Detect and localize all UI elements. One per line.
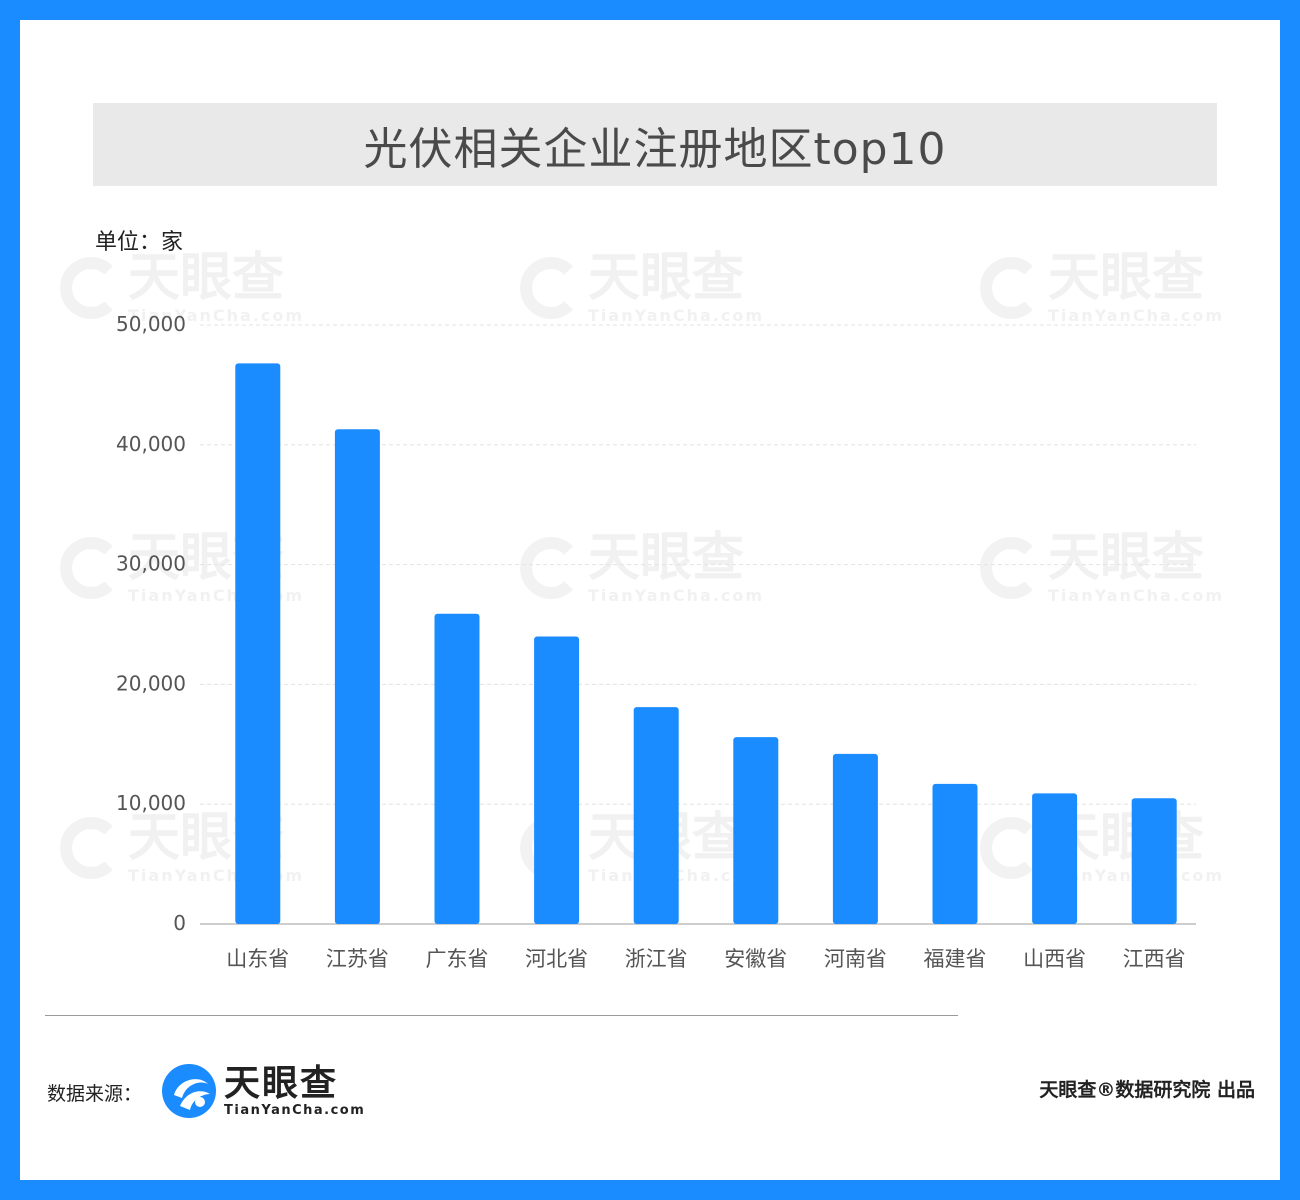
x-tick-label: 山西省	[1023, 947, 1086, 971]
x-tick-label: 福建省	[924, 947, 987, 971]
credit-text: 天眼查®数据研究院 出品	[1039, 1079, 1255, 1101]
source-label: 数据来源：	[47, 1083, 143, 1105]
x-tick-label: 江西省	[1123, 947, 1186, 971]
chart-title: 光伏相关企业注册地区top10	[363, 123, 947, 175]
bar	[235, 363, 281, 924]
x-tick-label: 广东省	[426, 947, 489, 971]
y-tick-label: 20,000	[116, 671, 186, 695]
unit-label: 单位：家	[95, 230, 184, 255]
y-tick-label: 50,000	[116, 312, 186, 336]
x-tick-label: 山东省	[226, 947, 289, 971]
bar	[1032, 793, 1078, 924]
logo-name: 天眼查	[224, 1062, 339, 1104]
x-tick-label: 安徽省	[724, 947, 787, 971]
bar	[932, 783, 978, 924]
x-tick-label: 河南省	[824, 947, 887, 971]
x-tick-label: 浙江省	[625, 947, 688, 971]
y-tick-label: 30,000	[116, 552, 186, 576]
bar	[1131, 798, 1177, 924]
bar	[832, 753, 878, 924]
bar	[733, 737, 779, 924]
y-tick-label: 10,000	[116, 791, 186, 815]
footer-divider	[45, 1015, 958, 1016]
y-tick-label: 0	[173, 911, 186, 935]
y-tick-label: 40,000	[116, 432, 186, 456]
bar	[633, 707, 679, 924]
x-tick-label: 河北省	[525, 947, 588, 971]
title-bar: 光伏相关企业注册地区top10	[93, 103, 1217, 186]
tianyancha-logo: 天眼查 TianYanCha.com	[160, 1062, 365, 1120]
bar	[534, 636, 580, 924]
bar	[334, 429, 380, 924]
tianyancha-logo-icon	[162, 1064, 216, 1118]
x-tick-label: 江苏省	[326, 947, 389, 971]
bar	[434, 613, 480, 924]
logo-url: TianYanCha.com	[224, 1102, 366, 1118]
